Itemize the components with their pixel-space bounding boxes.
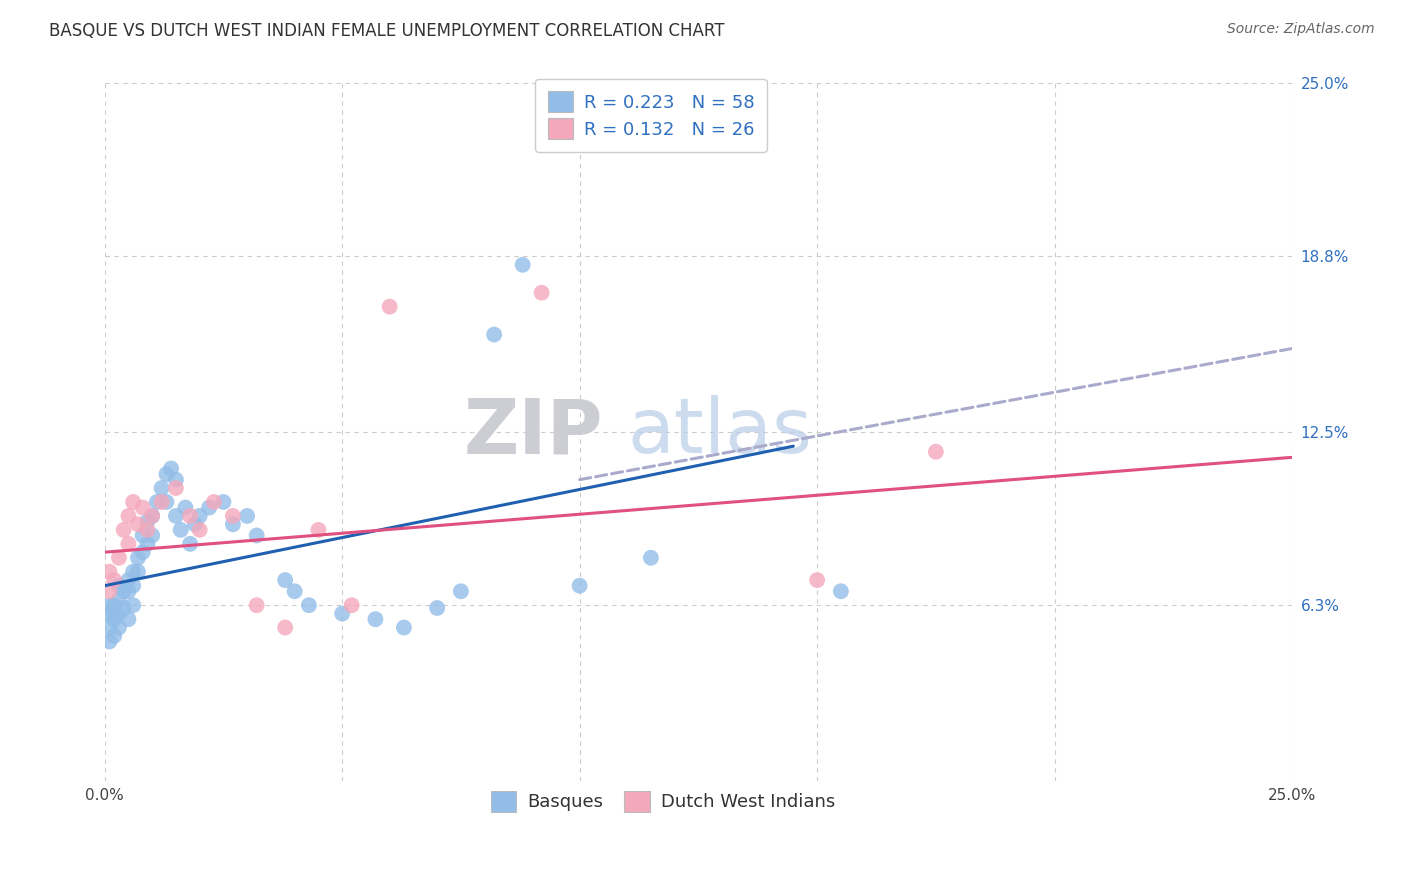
Point	[141, 508, 163, 523]
Point	[103, 629, 125, 643]
Point	[284, 584, 307, 599]
Point	[150, 495, 173, 509]
Point	[298, 598, 321, 612]
Point	[117, 612, 139, 626]
Point	[179, 508, 201, 523]
Point	[136, 523, 159, 537]
Point	[155, 467, 177, 481]
Point	[136, 515, 159, 529]
Point	[307, 523, 329, 537]
Point	[112, 601, 135, 615]
Text: ZIP: ZIP	[464, 395, 603, 469]
Point	[184, 517, 207, 532]
Point	[103, 573, 125, 587]
Point	[127, 550, 149, 565]
Text: atlas: atlas	[627, 395, 813, 469]
Point	[330, 607, 353, 621]
Point	[392, 621, 415, 635]
Point	[806, 573, 828, 587]
Point	[179, 537, 201, 551]
Point	[340, 598, 363, 612]
Point	[117, 584, 139, 599]
Point	[127, 565, 149, 579]
Point	[198, 500, 221, 515]
Point	[122, 565, 145, 579]
Point	[127, 517, 149, 532]
Point	[222, 517, 245, 532]
Point	[122, 495, 145, 509]
Point	[530, 285, 553, 300]
Point	[131, 545, 153, 559]
Point	[236, 508, 259, 523]
Point	[112, 523, 135, 537]
Point	[98, 565, 121, 579]
Point	[146, 495, 169, 509]
Point	[246, 528, 269, 542]
Point	[117, 537, 139, 551]
Point	[188, 508, 211, 523]
Point	[136, 537, 159, 551]
Point	[482, 327, 505, 342]
Point	[155, 495, 177, 509]
Point	[568, 579, 591, 593]
Point	[640, 550, 662, 565]
Point	[108, 592, 131, 607]
Point	[98, 634, 121, 648]
Point	[103, 598, 125, 612]
Point	[274, 573, 297, 587]
Point	[450, 584, 472, 599]
Point	[98, 584, 121, 599]
Point	[169, 523, 191, 537]
Point	[150, 481, 173, 495]
Point	[202, 495, 225, 509]
Point	[925, 444, 948, 458]
Point	[103, 607, 125, 621]
Point	[122, 579, 145, 593]
Point	[117, 508, 139, 523]
Point	[426, 601, 449, 615]
Point	[108, 607, 131, 621]
Point	[108, 621, 131, 635]
Point	[364, 612, 387, 626]
Point	[830, 584, 852, 599]
Point	[160, 461, 183, 475]
Point	[141, 508, 163, 523]
Point	[108, 550, 131, 565]
Point	[212, 495, 235, 509]
Point	[165, 481, 187, 495]
Point	[174, 500, 197, 515]
Point	[98, 607, 121, 621]
Point	[378, 300, 401, 314]
Point	[98, 598, 121, 612]
Point	[222, 508, 245, 523]
Point	[274, 621, 297, 635]
Point	[98, 621, 121, 635]
Point	[122, 598, 145, 612]
Text: Source: ZipAtlas.com: Source: ZipAtlas.com	[1227, 22, 1375, 37]
Point	[103, 612, 125, 626]
Point	[117, 573, 139, 587]
Point	[141, 528, 163, 542]
Text: BASQUE VS DUTCH WEST INDIAN FEMALE UNEMPLOYMENT CORRELATION CHART: BASQUE VS DUTCH WEST INDIAN FEMALE UNEMP…	[49, 22, 724, 40]
Point	[131, 528, 153, 542]
Point	[165, 508, 187, 523]
Point	[112, 584, 135, 599]
Point	[108, 579, 131, 593]
Legend: Basques, Dutch West Indians: Basques, Dutch West Indians	[478, 778, 848, 824]
Point	[512, 258, 534, 272]
Point	[188, 523, 211, 537]
Point	[131, 500, 153, 515]
Point	[246, 598, 269, 612]
Point	[165, 473, 187, 487]
